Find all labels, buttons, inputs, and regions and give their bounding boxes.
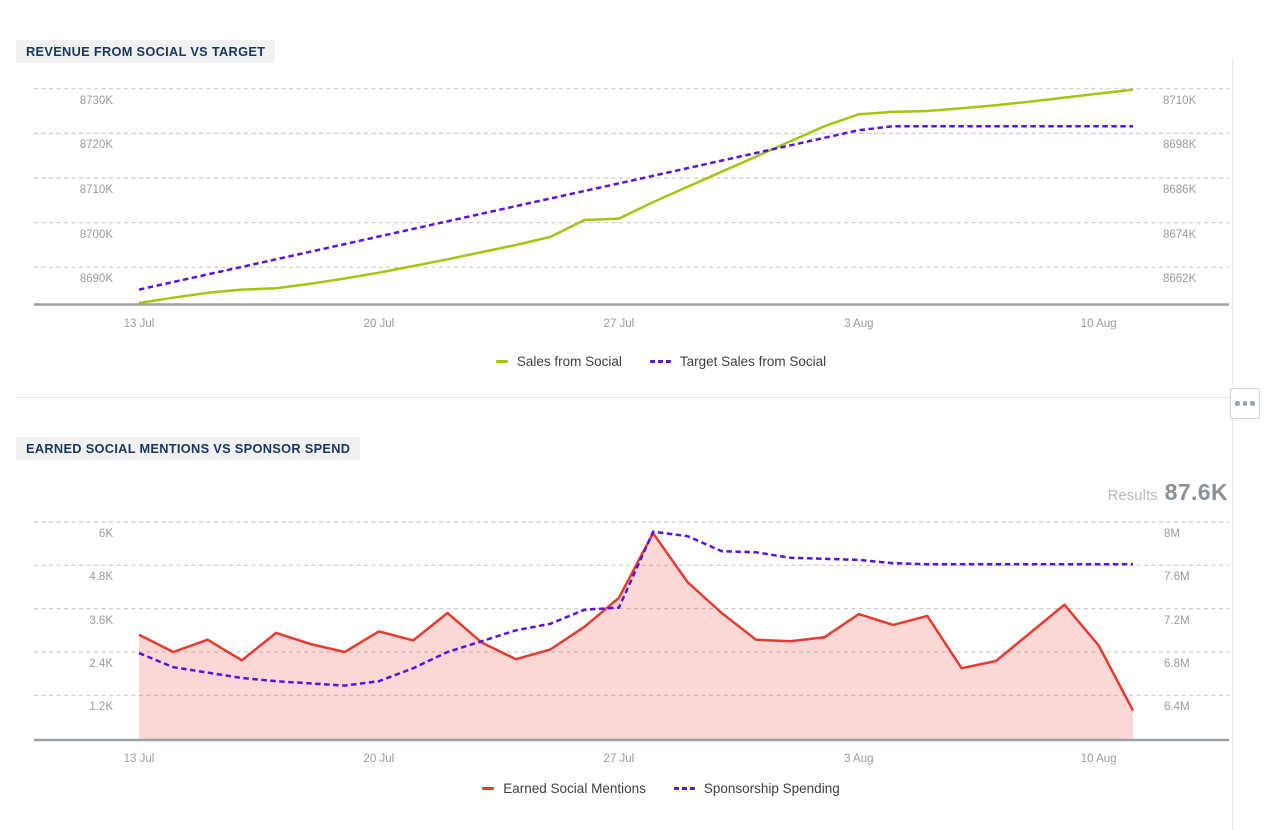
y-axis-label-right: 7.6M [1164, 571, 1190, 584]
solid-line-swatch-icon [482, 786, 495, 790]
mentions-chart-legend: Earned Social Mentions Sponsorship Spendi… [56, 779, 1266, 797]
revenue-chart-plot [34, 88, 1229, 306]
y-axis-label-left: 8730K [79, 94, 113, 107]
y-axis-label-left: 2.4K [89, 658, 113, 670]
series-line-sponsorship-spending [138, 530, 1133, 687]
revenue-chart-legend: Sales from Social Target Sales from Socia… [56, 352, 1266, 370]
y-axis-label-right: 8710K [1163, 94, 1197, 107]
revenue-chart-title: REVENUE FROM SOCIAL VS TARGET [16, 40, 276, 63]
series-area-fill [139, 533, 1133, 739]
dashed-line-swatch-icon [649, 359, 671, 363]
x-axis-label: 27 Jul [603, 753, 635, 765]
ellipsis-icon [1250, 401, 1255, 406]
y-axis-label-left: 8690K [79, 273, 113, 286]
legend-item-sales-from-social[interactable]: Sales from Social [495, 353, 622, 369]
legend-label: Sales from Social [516, 353, 622, 369]
ellipsis-icon [1235, 401, 1240, 406]
x-axis-label: 3 Aug [844, 753, 874, 765]
x-axis-label: 3 Aug [844, 317, 874, 330]
ellipsis-icon [1242, 401, 1248, 406]
series-line-target-sales-from-social [138, 124, 1133, 291]
results-value: 87.6K [1164, 479, 1228, 505]
x-axis-label: 13 Jul [123, 753, 155, 765]
y-axis-label-left: 8710K [79, 184, 113, 196]
legend-label: Sponsorship Spending [703, 780, 840, 796]
results-summary: Results 87.6K [1108, 479, 1228, 506]
section-divider [16, 397, 1230, 398]
y-axis-label-right: 8686K [1163, 184, 1197, 196]
y-axis-label-right: 7.2M [1164, 614, 1190, 627]
y-axis-label-right: 6.8M [1164, 658, 1190, 670]
x-axis-label: 20 Jul [363, 753, 395, 765]
legend-item-target-sales-from-social[interactable]: Target Sales from Social [649, 353, 827, 369]
y-axis-label-right: 8698K [1163, 139, 1197, 152]
x-axis-label: 10 Aug [1080, 317, 1117, 330]
results-label: Results [1107, 487, 1158, 504]
dashed-line-swatch-icon [673, 786, 695, 790]
y-axis-label-right: 6.4M [1164, 701, 1190, 714]
x-axis-label: 27 Jul [603, 317, 635, 330]
y-axis-label-left: 3.6K [89, 614, 113, 627]
solid-line-swatch-icon [495, 359, 508, 363]
series-line-earned-social-mentions [138, 531, 1135, 712]
x-axis-label: 20 Jul [363, 317, 395, 330]
y-axis-label-left: 8700K [79, 228, 113, 241]
y-axis-label-left: 8720K [79, 139, 113, 152]
x-axis-label: 13 Jul [123, 317, 155, 330]
legend-item-earned-social-mentions[interactable]: Earned Social Mentions [482, 781, 646, 796]
panel-right-border [1232, 58, 1233, 830]
mentions-chart-title: EARNED SOCIAL MENTIONS VS SPONSOR SPEND [16, 437, 361, 460]
legend-label: Target Sales from Social [679, 353, 827, 369]
x-axis-label: 10 Aug [1080, 753, 1117, 765]
y-axis-label-right: 8674K [1163, 228, 1197, 241]
y-axis-label-left: 4.8K [89, 571, 113, 584]
y-axis-label-right: 8662K [1163, 273, 1197, 286]
mentions-chart-plot [34, 521, 1229, 742]
y-axis-label-left: 6K [98, 528, 113, 540]
y-axis-label-left: 1.2K [89, 701, 113, 714]
series-line-sales-from-social [138, 88, 1134, 305]
more-options-button[interactable] [1230, 388, 1260, 419]
y-axis-label-right: 8M [1164, 528, 1180, 540]
legend-item-sponsorship-spending[interactable]: Sponsorship Spending [673, 780, 840, 796]
legend-label: Earned Social Mentions [503, 780, 646, 796]
